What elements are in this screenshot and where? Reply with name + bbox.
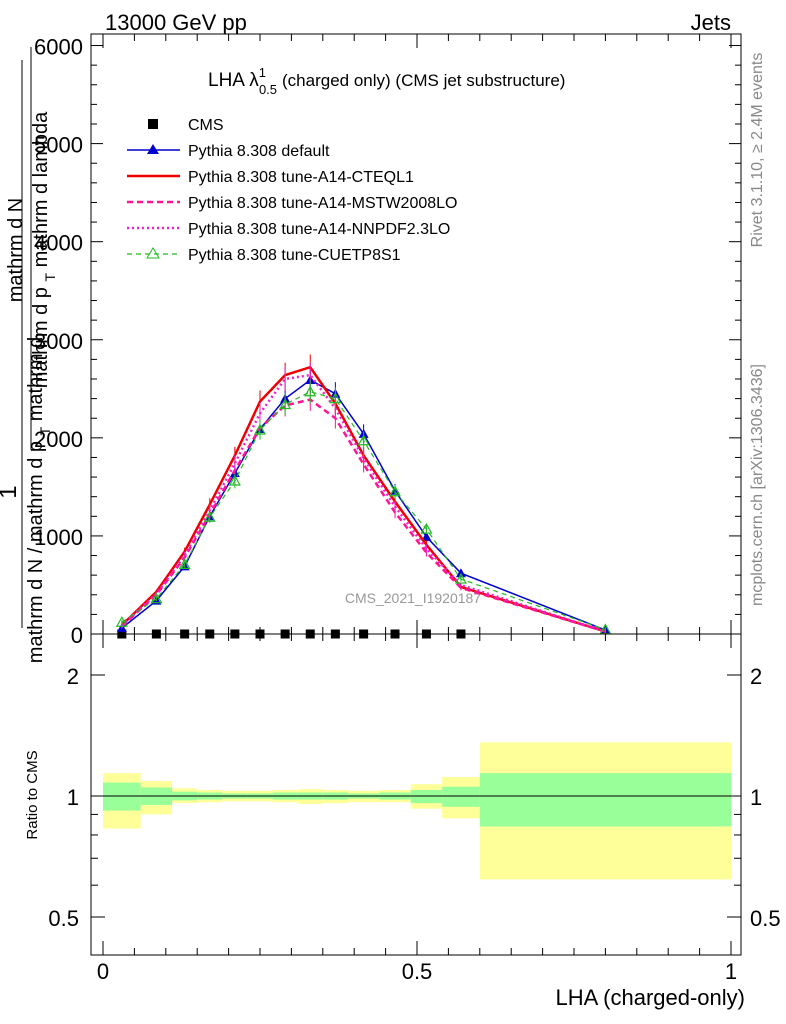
legend-marker bbox=[146, 247, 160, 259]
data-point-marker bbox=[420, 522, 433, 534]
data-point-marker bbox=[389, 485, 402, 497]
data-point-marker bbox=[253, 423, 267, 435]
legend-entry: Pythia 8.308 tune-A14-MSTW2008LO bbox=[127, 195, 457, 212]
ratio-inner-band bbox=[442, 786, 480, 807]
y-label-denominator-inner: mathrm d p T mathrm d lambda bbox=[30, 111, 60, 388]
y-label-numer-2: mathrm d p bbox=[30, 287, 52, 388]
legend-swatch bbox=[148, 119, 158, 129]
ratio-panel: 0.5 0.51 12 2 0 0.5 1 Ratio to CMS LHA (charg… bbox=[24, 633, 781, 1010]
legend-label: Pythia 8.308 tune-A14-NNPDF2.3LO bbox=[188, 221, 450, 238]
y-label-denominator-outer: mathrm d N / mathrm d p T mathrm d bbox=[25, 337, 55, 663]
ratio-inner-band bbox=[479, 773, 731, 827]
header-left: 13000 GeV pp bbox=[105, 10, 247, 35]
y-label-numer-2-suffix: mathrm d lambda bbox=[30, 111, 52, 267]
y-label-one: 1 bbox=[0, 485, 22, 498]
y-label-numer-1: mathrm d bbox=[5, 218, 27, 302]
main-y-axis-label: mathrm d N mathrm d p T mathrm d lambda … bbox=[0, 47, 60, 663]
ratio-inner-band bbox=[103, 782, 141, 811]
y-label-numer-1b: N bbox=[5, 198, 27, 212]
y-tick-label: 0 bbox=[71, 623, 83, 648]
mcplots-reference-text: mcplots.cern.ch [arXiv:1306.3436] bbox=[749, 364, 766, 606]
y-label-denom-suffix: mathrm d bbox=[25, 337, 47, 421]
series-line-pythia-8-308-tune-a14-cteql1 bbox=[120, 365, 606, 633]
main-y-ticks: 0 1000 2000 3000 4000 5000 6000 bbox=[34, 35, 741, 648]
ratio-frame bbox=[90, 633, 742, 956]
data-point-marker bbox=[178, 558, 191, 569]
series-line-pythia-8-308-default bbox=[121, 379, 606, 631]
y-tick-label: 6000 bbox=[34, 35, 83, 60]
ratio-y-tick-label: 0.5 bbox=[48, 906, 79, 931]
legend-marker bbox=[147, 144, 159, 154]
data-point-marker bbox=[279, 398, 292, 410]
header-right: Jets bbox=[691, 10, 731, 35]
data-point-marker bbox=[115, 615, 128, 627]
main-panel: 0 1000 2000 3000 4000 5000 6000 CMS_2021_I1920… bbox=[0, 33, 742, 663]
data-point-marker bbox=[421, 531, 432, 541]
ratio-inner-band bbox=[410, 789, 443, 804]
y-tick-label: 2000 bbox=[34, 427, 83, 452]
series-line-pythia-8-308-tune-cuetp8s1 bbox=[121, 391, 606, 631]
plot-title-rest: (charged only) (CMS jet substructure) bbox=[282, 71, 565, 90]
y-label-numerator: mathrm d N bbox=[5, 198, 27, 302]
ratio-y-axis-label: Ratio to CMS bbox=[24, 750, 41, 839]
x-tick-label: 0 bbox=[97, 959, 109, 984]
legend-entry: Pythia 8.308 tune-A14-NNPDF2.3LO bbox=[127, 221, 450, 238]
data-point-marker bbox=[150, 592, 163, 604]
data-point-marker bbox=[203, 511, 216, 522]
plot-title-sub: 0.5 bbox=[259, 82, 277, 97]
ratio-y-tick-label-right: 0.5 bbox=[750, 906, 781, 931]
data-point-marker bbox=[357, 434, 370, 446]
y-label-denom-sub: T bbox=[37, 426, 53, 435]
analysis-watermark: CMS_2021_I1920187 bbox=[345, 590, 481, 606]
plot-title-sup: 1 bbox=[259, 65, 266, 80]
ratio-x-ticks: 0 0.5 1 bbox=[97, 634, 737, 984]
ratio-y-tick-label: 2 bbox=[67, 664, 79, 689]
y-label-denom: mathrm d N / mathrm d p bbox=[25, 441, 47, 663]
legend-entry: Pythia 8.308 default bbox=[127, 143, 330, 160]
rivet-version-text: Rivet 3.1.10, ≥ 2.4M events bbox=[749, 53, 766, 248]
y-label-numer-2-sub: T bbox=[42, 273, 58, 282]
plot-title: LHA λ1 0.5 (charged only) (CMS jet substru… bbox=[208, 65, 565, 97]
series-line-pythia-8-308-tune-a14-nnpdf2-3lo bbox=[120, 373, 606, 633]
y-tick-label: 5000 bbox=[34, 133, 83, 158]
data-point-marker bbox=[454, 572, 467, 584]
data-point-marker bbox=[329, 392, 342, 404]
ratio-bands bbox=[103, 742, 731, 880]
legend-label: Pythia 8.308 tune-CUETP8S1 bbox=[188, 247, 401, 264]
legend-entry: Pythia 8.308 tune-A14-CTEQL1 bbox=[127, 169, 414, 186]
ratio-y-tick-label-right: 2 bbox=[750, 664, 762, 689]
legend-label: Pythia 8.308 tune-A14-MSTW2008LO bbox=[188, 195, 457, 212]
y-tick-label: 3000 bbox=[34, 329, 83, 354]
ratio-y-tick-label-right: 1 bbox=[750, 785, 762, 810]
y-tick-label: 1000 bbox=[34, 525, 83, 550]
legend-entry: CMS bbox=[148, 117, 224, 134]
x-tick-label: 1 bbox=[725, 959, 737, 984]
ratio-y-tick-label: 1 bbox=[67, 785, 79, 810]
legend-entry: Pythia 8.308 tune-CUETP8S1 bbox=[127, 247, 401, 264]
x-axis-label: LHA (charged-only) bbox=[555, 985, 745, 1010]
data-point-marker bbox=[228, 474, 241, 486]
y-tick-label: 4000 bbox=[34, 231, 83, 256]
legend-label: CMS bbox=[188, 117, 224, 134]
main-x-ticks bbox=[102, 34, 732, 634]
legend-label: Pythia 8.308 tune-A14-CTEQL1 bbox=[188, 169, 414, 186]
plot-title-main: LHA λ bbox=[208, 70, 259, 91]
data-point-marker bbox=[304, 385, 317, 397]
x-tick-label: 0.5 bbox=[402, 959, 433, 984]
legend: CMS Pythia 8.308 default Pythia 8.308 tune… bbox=[127, 117, 457, 264]
ratio-y-ticks: 0.5 0.5 1 1 2 2 bbox=[48, 664, 780, 931]
data-point-marker bbox=[455, 568, 466, 578]
legend-label: Pythia 8.308 default bbox=[188, 143, 330, 160]
